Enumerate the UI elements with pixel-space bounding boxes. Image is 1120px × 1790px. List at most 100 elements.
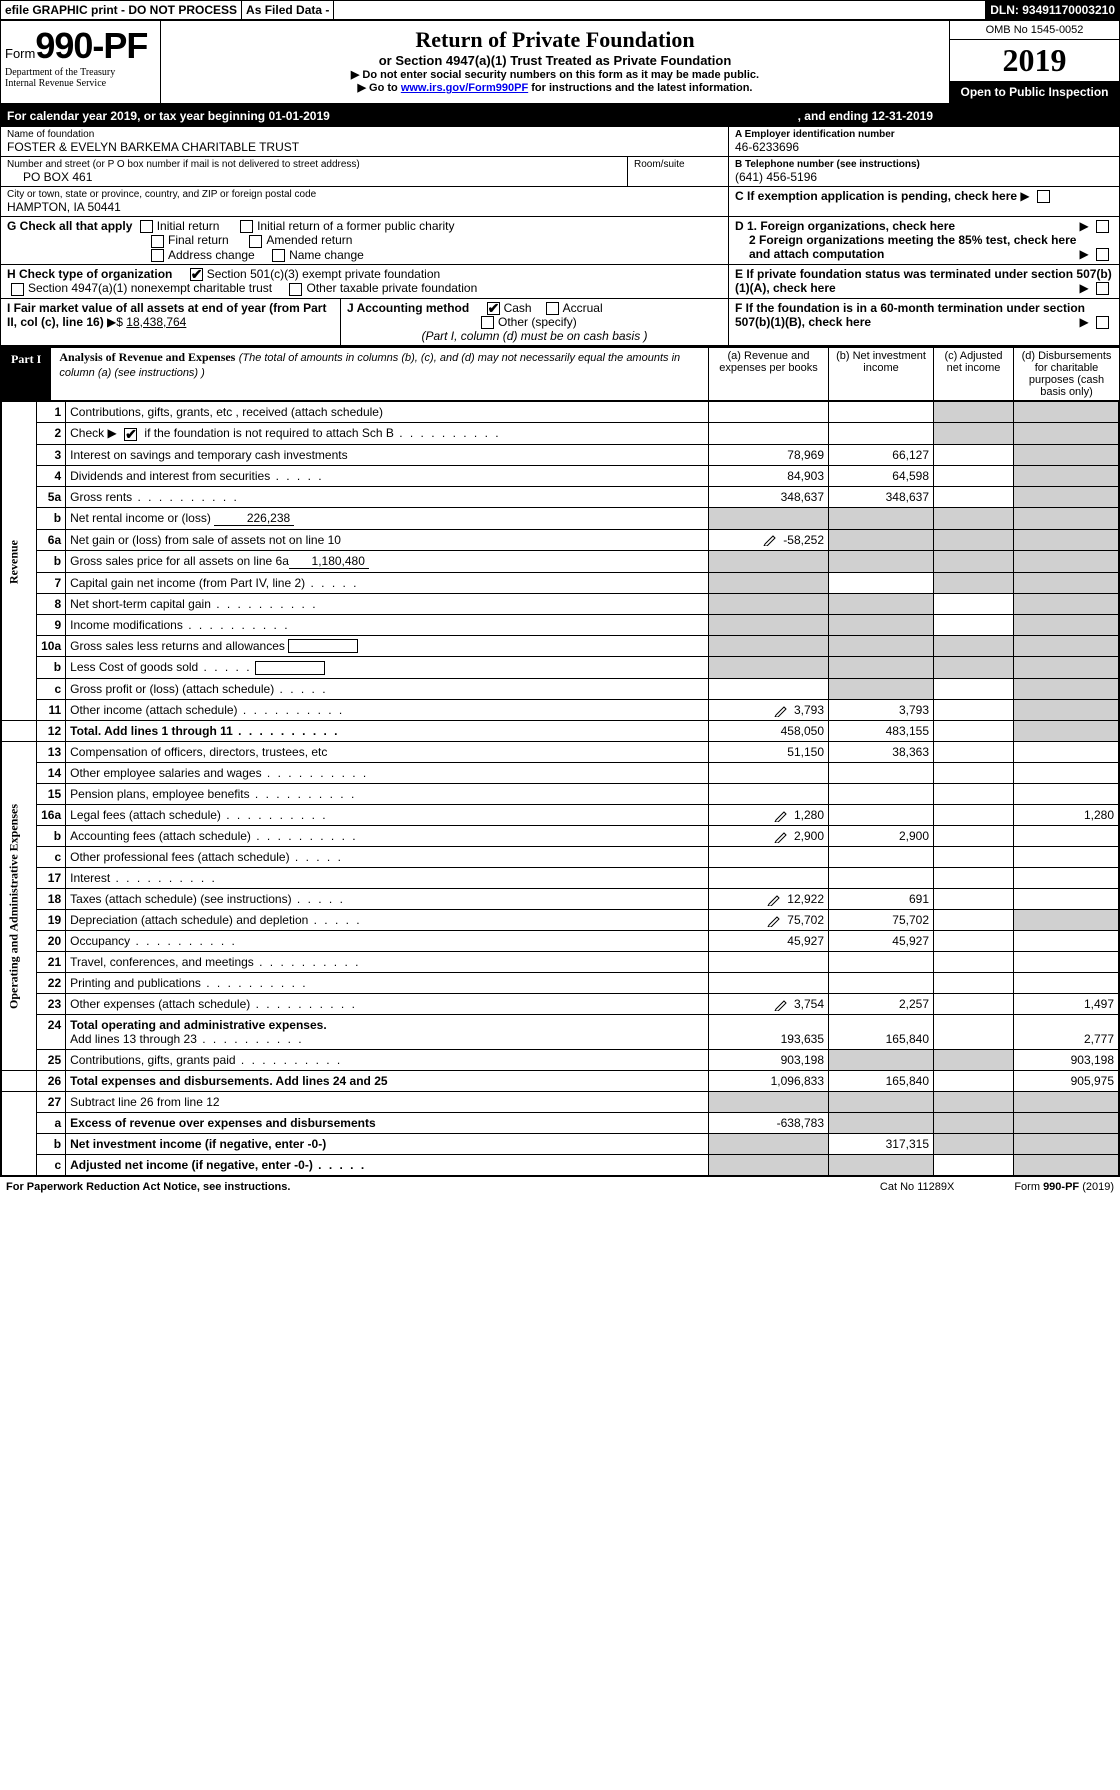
table-row: 12 Total. Add lines 1 through 11 458,050… xyxy=(2,721,1119,742)
dots xyxy=(313,1158,366,1172)
amount: 1,280 xyxy=(794,808,824,822)
desc-text: Other expenses (attach schedule) xyxy=(70,997,250,1011)
col-a: 45,927 xyxy=(709,931,829,952)
section-e-cell: E If private foundation status was termi… xyxy=(729,265,1119,298)
part1-title: Analysis of Revenue and Expenses xyxy=(59,350,235,364)
g-line3: Address change Name change xyxy=(7,248,722,262)
col-c xyxy=(934,402,1014,423)
form-title: Return of Private Foundation xyxy=(165,27,945,53)
desc-text-bold: Total operating and administrative expen… xyxy=(70,1018,704,1032)
table-row: 24 Total operating and administrative ex… xyxy=(2,1015,1119,1050)
schb-checkbox[interactable] xyxy=(124,428,137,441)
line-num: 6a xyxy=(37,529,66,550)
table-row: 8 Net short-term capital gain xyxy=(2,593,1119,614)
col-a xyxy=(709,973,829,994)
col-d xyxy=(1014,952,1119,973)
initial-former-checkbox[interactable] xyxy=(240,220,253,233)
pencil-icon[interactable] xyxy=(767,892,783,906)
addr-label: Number and street (or P O box number if … xyxy=(7,159,621,170)
col-b xyxy=(829,1050,934,1071)
c-label: C If exemption application is pending, c… xyxy=(735,189,1017,203)
final-return-checkbox[interactable] xyxy=(151,235,164,248)
section-h-cell: H Check type of organization Section 501… xyxy=(1,265,729,298)
cash-checkbox[interactable] xyxy=(487,302,500,315)
inline-box xyxy=(255,661,325,675)
col-a xyxy=(709,784,829,805)
dots xyxy=(198,660,251,674)
name-label: Name of foundation xyxy=(7,129,722,140)
col-c xyxy=(934,1071,1014,1092)
col-c xyxy=(934,657,1014,679)
i-j-f-row: I Fair market value of all assets at end… xyxy=(1,299,1119,347)
d1-checkbox[interactable] xyxy=(1096,220,1109,233)
line-num: 5a xyxy=(37,486,66,507)
table-row: 23 Other expenses (attach schedule) 3,75… xyxy=(2,994,1119,1015)
dots xyxy=(197,1032,304,1046)
col-d xyxy=(1014,486,1119,507)
desc-text: Accounting fees (attach schedule) xyxy=(70,829,251,843)
line-desc: Total expenses and disbursements. Add li… xyxy=(66,1071,709,1092)
table-row: 27 Subtract line 26 from line 12 xyxy=(2,1092,1119,1113)
part1-title-cell: Analysis of Revenue and Expenses (The to… xyxy=(51,348,709,400)
col-d: 905,975 xyxy=(1014,1071,1119,1092)
h-line1: H Check type of organization Section 501… xyxy=(7,267,722,281)
501c3-checkbox[interactable] xyxy=(190,268,203,281)
desc-text: Total. Add lines 1 through 11 xyxy=(70,724,233,738)
initial-return-checkbox[interactable] xyxy=(140,220,153,233)
col-d xyxy=(1014,593,1119,614)
line-num: 10a xyxy=(37,635,66,657)
other-method-checkbox[interactable] xyxy=(481,316,494,329)
col-d xyxy=(1014,444,1119,465)
pencil-icon[interactable] xyxy=(774,997,790,1011)
line-desc: Interest on savings and temporary cash i… xyxy=(66,444,709,465)
table-row: 5a Gross rents 348,637 348,637 xyxy=(2,486,1119,507)
line-desc: Pension plans, employee benefits xyxy=(66,784,709,805)
city-cell: City or town, state or province, country… xyxy=(1,187,729,216)
line-desc: Gross rents xyxy=(66,486,709,507)
col-b xyxy=(829,507,934,529)
city-label: City or town, state or province, country… xyxy=(7,189,722,200)
amended-return-checkbox[interactable] xyxy=(249,235,262,248)
section-j-cell: J Accounting method Cash Accrual Other (… xyxy=(341,299,729,346)
4947-checkbox[interactable] xyxy=(11,283,24,296)
desc-post: if the foundation is not required to att… xyxy=(141,426,394,440)
accrual-checkbox[interactable] xyxy=(546,302,559,315)
c-checkbox[interactable] xyxy=(1037,190,1050,203)
pencil-icon[interactable] xyxy=(774,808,790,822)
e-checkbox[interactable] xyxy=(1096,282,1109,295)
name-change-checkbox[interactable] xyxy=(272,249,285,262)
f-checkbox[interactable] xyxy=(1096,316,1109,329)
pencil-icon[interactable] xyxy=(767,913,783,927)
line-desc: Accounting fees (attach schedule) xyxy=(66,826,709,847)
d2-checkbox[interactable] xyxy=(1096,248,1109,261)
irs-link[interactable]: www.irs.gov/Form990PF xyxy=(401,82,528,94)
cash-label: Cash xyxy=(504,301,532,315)
dots xyxy=(110,871,217,885)
table-row: 19 Depreciation (attach schedule) and de… xyxy=(2,910,1119,931)
f-check-wrap: ▶ xyxy=(1079,315,1113,329)
col-c xyxy=(934,529,1014,550)
dots xyxy=(292,892,345,906)
col-b: 75,702 xyxy=(829,910,934,931)
addr-change-checkbox[interactable] xyxy=(151,249,164,262)
col-c xyxy=(934,614,1014,635)
line-num: 1 xyxy=(37,402,66,423)
other-taxable-checkbox[interactable] xyxy=(289,283,302,296)
col-d xyxy=(1014,1092,1119,1113)
table-row: a Excess of revenue over expenses and di… xyxy=(2,1113,1119,1134)
form-prefix: Form xyxy=(5,46,35,61)
col-c xyxy=(934,847,1014,868)
col-b xyxy=(829,657,934,679)
col-d xyxy=(1014,910,1119,931)
line-desc: Other employee salaries and wages xyxy=(66,763,709,784)
pencil-icon[interactable] xyxy=(774,829,790,843)
d2-check-wrap: ▶ xyxy=(1079,247,1113,261)
pencil-icon[interactable] xyxy=(774,703,790,717)
dots xyxy=(274,682,327,696)
table-row: b Net rental income or (loss) 226,238 xyxy=(2,507,1119,529)
col-a: 2,900 xyxy=(709,826,829,847)
pencil-icon[interactable] xyxy=(763,533,779,547)
line-num: 19 xyxy=(37,910,66,931)
col-b: 64,598 xyxy=(829,465,934,486)
col-d xyxy=(1014,784,1119,805)
